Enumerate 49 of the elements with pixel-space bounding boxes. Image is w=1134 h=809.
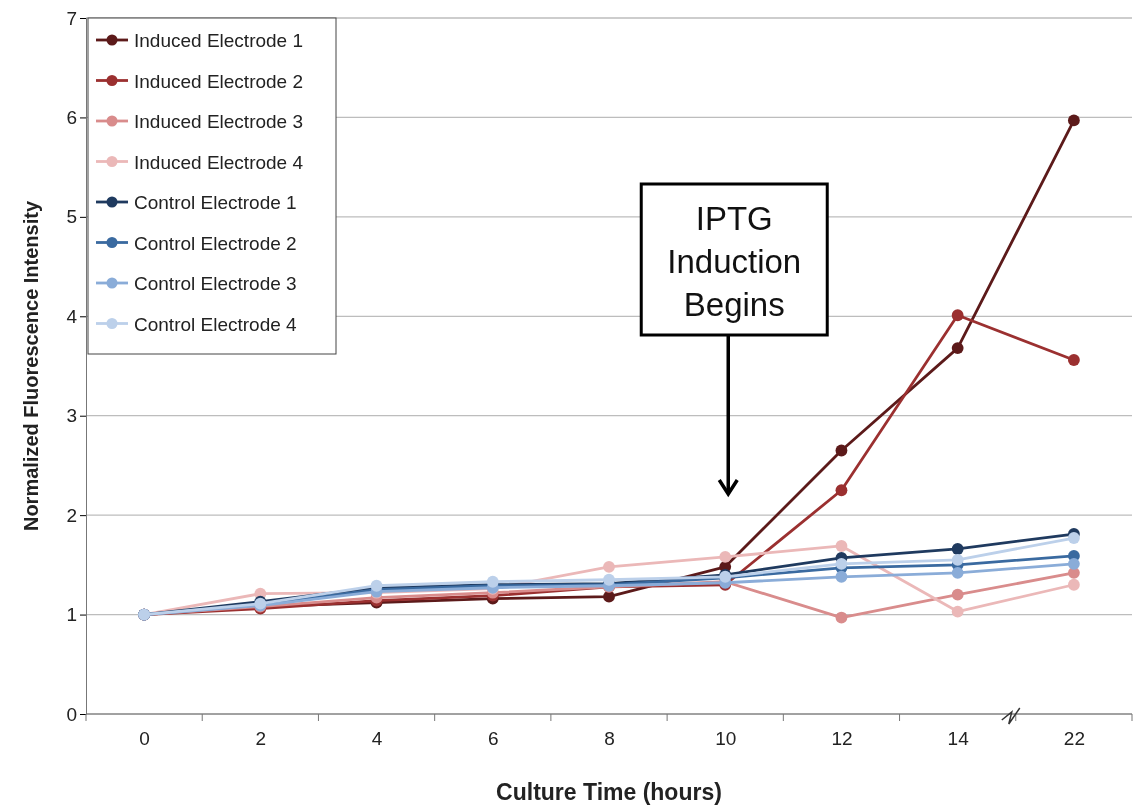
x-axis-title: Culture Time (hours)	[496, 779, 722, 805]
x-tick-label: 10	[715, 728, 737, 750]
point	[603, 573, 615, 586]
y-tick-label: 6	[66, 107, 77, 129]
point	[1067, 354, 1080, 366]
point	[951, 553, 964, 566]
y-tick-label: 5	[66, 206, 77, 228]
point	[1067, 557, 1080, 570]
x-tick-label: 22	[1063, 728, 1085, 750]
legend-label: Control Electrode 2	[134, 232, 297, 254]
y-axis-title: Normalized Fluorescence Intensity	[20, 200, 42, 532]
y-tick-label: 7	[66, 7, 77, 29]
point	[835, 444, 848, 457]
x-tick-label: 12	[831, 728, 853, 750]
legend-label: Control Electrode 4	[134, 313, 298, 335]
legend-label: Control Electrode 1	[134, 192, 297, 213]
y-tick-label: 1	[66, 604, 77, 626]
point	[835, 570, 848, 583]
point	[835, 484, 848, 497]
point	[719, 551, 732, 563]
y-tick-label: 2	[66, 504, 77, 526]
annotation: IPTG Induction Begins	[667, 200, 802, 323]
point	[603, 560, 615, 573]
legend-label: Induced Electrode 1	[134, 30, 304, 51]
x-tick-label: 0	[139, 728, 150, 750]
point	[1067, 578, 1080, 591]
point	[1067, 114, 1080, 127]
point	[951, 342, 964, 355]
x-tick-label: 6	[487, 728, 499, 750]
point	[835, 540, 848, 552]
x-tick-label: 2	[255, 728, 267, 750]
legend-label: Control Electrode 3	[134, 273, 297, 294]
point	[951, 588, 964, 601]
point	[951, 605, 964, 618]
point	[835, 557, 848, 570]
x-tick-label: 14	[947, 728, 970, 750]
point	[951, 309, 964, 322]
y-tick-label: 4	[66, 305, 78, 327]
legend-label: Induced Electrode 2	[134, 70, 304, 92]
point	[951, 543, 964, 555]
legend-label: Induced Electrode 3	[134, 111, 304, 132]
point	[835, 611, 848, 624]
legend-label: Induced Electrode 4	[134, 151, 304, 173]
x-tick-label: 8	[604, 728, 615, 750]
y-tick-label: 3	[66, 405, 77, 427]
point	[1067, 532, 1080, 544]
point	[951, 566, 964, 579]
y-tick-label: 0	[66, 703, 77, 725]
x-tick-label: 4	[371, 728, 383, 750]
